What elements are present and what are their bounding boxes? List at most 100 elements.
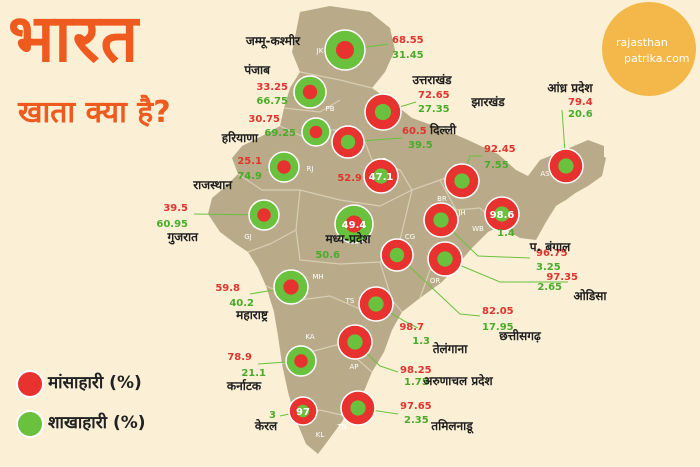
state-bubble-core-ap <box>347 334 363 350</box>
state-name-wb: प. बंगाल <box>529 240 571 254</box>
state-abbr-gj: GJ <box>244 233 252 241</box>
state-bubble-core-uk <box>374 103 392 121</box>
state-bubble-core-or <box>437 251 453 267</box>
india-mainland-shape <box>208 6 606 454</box>
state-bubble-core-gj <box>257 208 271 222</box>
state-abbr-rj: RJ <box>307 165 314 173</box>
state-bubble-core-wb <box>494 206 510 222</box>
legend-label-nonveg: मांसाहारी (%) <box>48 373 142 393</box>
state-name-hr: हरियाणा <box>221 131 259 145</box>
state-bubble-core-kl <box>296 404 310 418</box>
state-bubble-core-rj <box>277 160 291 174</box>
veg-value-hr: 69.25 <box>264 128 296 139</box>
veg-value-cg: 17.95 <box>482 322 514 333</box>
state-bubble-core-jk <box>336 41 354 59</box>
veg-value-ap: 1.75 <box>404 377 429 388</box>
nonveg-value-ka: 78.9 <box>227 352 252 363</box>
nonveg-value-mh: 59.8 <box>215 283 240 294</box>
state-abbr-pb: PB <box>325 105 334 113</box>
state-name-rj: राजस्थान <box>192 178 233 192</box>
state-name-kl: केरल <box>254 419 278 433</box>
veg-value-mh: 40.2 <box>229 298 254 309</box>
state-bubbles <box>248 29 584 426</box>
veg-value-wb: 1.4 <box>497 228 515 239</box>
state-abbr-ka: KA <box>305 333 314 341</box>
state-bubble-core-br <box>433 212 449 228</box>
veg-value-as: 20.6 <box>568 109 593 120</box>
veg-value-dl: 39.5 <box>408 140 433 151</box>
veg-value-jk: 31.45 <box>392 50 424 61</box>
nonveg-value-kl: 97 <box>296 407 310 418</box>
veg-value-kl: 3 <box>269 410 276 421</box>
state-abbr-kl: KL <box>316 431 325 439</box>
veg-value-up: 47.1 <box>369 172 394 183</box>
nonveg-value-dl: 60.5 <box>402 126 427 137</box>
state-name-labels: जम्मू-कश्मीर पंजाब हरियाणा उत्तराखंड दिल्ली र… <box>166 34 607 434</box>
state-bubble-core-cg <box>389 247 405 263</box>
green-dot-icon <box>16 410 44 438</box>
nonveg-value-gj: 39.5 <box>163 203 188 214</box>
state-name-tn: तमिलनाडू <box>430 419 473 434</box>
state-abbr-ap: AP <box>349 363 358 371</box>
veg-value-jh: 7.55 <box>484 160 509 171</box>
nonveg-value-mp: 49.4 <box>342 220 367 231</box>
state-bubble-core-tn <box>350 400 366 416</box>
state-bubble-core-mp <box>345 215 363 233</box>
veg-value-gj: 60.95 <box>156 219 188 230</box>
state-name-dl: दिल्ली <box>429 123 457 137</box>
state-name-uk: उत्तराखंड <box>411 73 452 87</box>
veg-value-pb: 66.75 <box>256 96 288 107</box>
state-name-as: आंध्र प्रदेश <box>547 81 593 95</box>
state-abbr-cg: CG <box>405 233 415 241</box>
nonveg-value-uk: 72.65 <box>418 90 450 101</box>
state-bubble-core-mh <box>283 279 299 295</box>
state-name-or: ओडिसा <box>573 289 607 303</box>
nonveg-value-or: 97.35 <box>546 272 578 283</box>
veg-value-rj: 74.9 <box>237 171 262 182</box>
value-labels: 68.5531.4533.2566.7530.7569.2572.6527.35… <box>156 35 592 426</box>
veg-value-uk: 27.35 <box>418 104 450 115</box>
state-abbr-br: BR <box>437 195 447 203</box>
state-name-mh: महाराष्ट्र <box>235 308 269 322</box>
nonveg-value-jk: 68.55 <box>392 35 424 46</box>
nonveg-value-rj: 25.1 <box>237 156 262 167</box>
nonveg-value-as: 79.4 <box>568 97 593 108</box>
nonveg-value-ts: 98.7 <box>399 322 424 333</box>
state-name-ts: तेलंगाना <box>432 342 469 356</box>
state-name-gj: गुजरात <box>166 230 199 245</box>
state-abbr-as: AS <box>540 170 550 178</box>
nonveg-value-up: 52.9 <box>337 173 362 184</box>
state-name-ap: अरुणाचल प्रदेश <box>423 374 493 388</box>
state-bubble-core-ka <box>294 354 308 368</box>
state-bubble-core-dl <box>340 134 356 150</box>
veg-value-mp: 50.6 <box>315 250 340 261</box>
state-abbr-mh: MH <box>312 273 323 281</box>
state-abbr-jh: JH <box>457 209 465 217</box>
state-bubble-core-pb <box>302 84 318 100</box>
state-name-ka: कर्नाटक <box>226 379 262 393</box>
legend-label-veg: शाखाहारी (%) <box>48 413 146 433</box>
state-name-cg: छत्तीसगढ़ <box>498 329 542 343</box>
veg-value-ts: 1.3 <box>412 336 430 347</box>
state-name-mp: मध्य-प्रदेश <box>325 232 372 246</box>
veg-value-br: 3.25 <box>536 262 561 273</box>
state-bubble-core-hr <box>309 125 323 139</box>
logo-text-line2: patrika.com <box>624 52 690 65</box>
title: भारत <box>8 0 140 77</box>
red-dot-icon <box>16 370 44 398</box>
veg-value-or: 2.65 <box>537 282 562 293</box>
state-abbr-ts: TS <box>345 297 355 305</box>
nonveg-value-ap: 98.25 <box>400 365 432 376</box>
state-abbr-or: OR <box>430 277 441 285</box>
state-name-jk: जम्मू-कश्मीर <box>245 34 301 49</box>
state-bubble-core-jh <box>454 173 470 189</box>
state-bubble-core-ts <box>368 296 384 312</box>
nonveg-value-jh: 92.45 <box>484 144 516 155</box>
nonveg-value-cg: 82.05 <box>482 306 514 317</box>
state-name-pb: पंजाब <box>243 63 271 77</box>
subtitle: खाता क्या है? <box>18 95 171 130</box>
leader-line-cg <box>396 254 481 317</box>
nonveg-value-pb: 33.25 <box>256 82 288 93</box>
state-abbr-wb: WB <box>472 225 484 233</box>
nonveg-value-wb: 98.6 <box>490 210 515 221</box>
